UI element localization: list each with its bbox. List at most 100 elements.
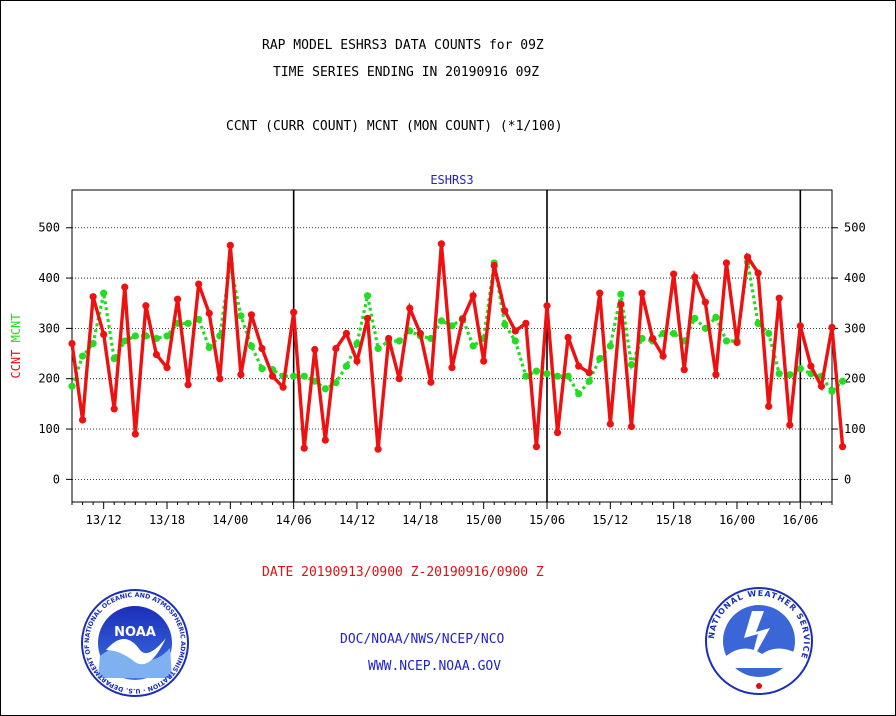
x-tick-label: 14/06 [276, 513, 312, 527]
ccnt-point [817, 382, 826, 390]
ccnt-point [100, 330, 108, 339]
mcnt-point [543, 370, 551, 378]
ccnt-point [395, 375, 403, 383]
mcnt-point [838, 377, 847, 385]
y-tick-label-right: 100 [844, 422, 866, 436]
ccnt-point [226, 241, 234, 249]
mcnt-point [553, 372, 562, 380]
y-tick-label-left: 300 [38, 321, 60, 335]
ccnt-point [279, 383, 287, 391]
ccnt-point [237, 371, 245, 379]
ccnt-point [786, 421, 794, 429]
ccnt-point [290, 308, 298, 316]
ccnt-point [627, 422, 636, 431]
ccnt-point [838, 443, 847, 451]
ccnt-point [78, 416, 87, 424]
ccnt-point [733, 338, 741, 347]
ccnt-point [564, 333, 572, 342]
ccnt-point [691, 273, 699, 281]
ccnt-point [765, 402, 773, 410]
x-tick-label: 13/12 [86, 513, 122, 527]
x-tick-label: 15/12 [592, 513, 628, 527]
mcnt-point [575, 390, 583, 398]
ccnt-point [216, 375, 224, 383]
ccnt-point [385, 334, 393, 343]
date-range: DATE 20190913/0900 Z-20190916/0900 Z [262, 565, 544, 580]
ccnt-point [458, 315, 467, 323]
ccnt-point [332, 344, 340, 353]
ccnt-point [585, 369, 593, 377]
mcnt-point [765, 329, 773, 338]
ccnt-point [670, 270, 678, 278]
ccnt-point [522, 319, 530, 327]
mcnt-point [247, 342, 256, 350]
y-tick-label-right: 200 [844, 372, 866, 386]
mcnt-point [342, 362, 351, 370]
ccnt-point [448, 364, 456, 372]
ccnt-point [638, 289, 646, 297]
mcnt-point [300, 372, 308, 380]
ccnt-point [152, 350, 161, 359]
header-subtitle: TIME SERIES ENDING IN 20190916 09Z [273, 65, 540, 80]
ccnt-point [427, 378, 435, 386]
mcnt-point [775, 370, 783, 378]
mcnt-point [363, 292, 372, 300]
mcnt-point [532, 367, 541, 375]
ccnt-point [416, 329, 424, 338]
ccnt-point [121, 283, 129, 291]
x-tick-label: 15/18 [656, 513, 692, 527]
ccnt-point [311, 345, 319, 354]
y-axis-label: CCNT MCNT [9, 313, 23, 378]
ccnt-point [659, 352, 667, 360]
mcnt-point [395, 337, 403, 345]
ccnt-point [342, 329, 351, 338]
mcnt-point [691, 314, 699, 322]
mcnt-point [68, 382, 76, 390]
mcnt-point [701, 324, 709, 332]
ccnt-point [184, 381, 192, 389]
x-tick-label: 14/18 [402, 513, 438, 527]
ccnt-point [743, 253, 752, 261]
mcnt-point [110, 354, 118, 363]
mcnt-point [205, 343, 213, 352]
svg-text:NOAA: NOAA [114, 625, 156, 640]
mcnt-point [353, 339, 361, 348]
ccnt-point [437, 240, 446, 248]
ccnt-point [553, 428, 562, 437]
ccnt-point [258, 344, 266, 353]
mcnt-point [670, 329, 678, 338]
ccnt-point [131, 430, 139, 438]
mcnt-point [290, 372, 298, 380]
mcnt-point [163, 332, 171, 340]
mcnt-point [237, 312, 245, 320]
y-tick-label-left: 200 [38, 372, 60, 386]
mcnt-point [374, 344, 382, 353]
ccnt-point [68, 339, 76, 348]
mcnt-point [585, 377, 593, 385]
y-tick-label-right: 300 [844, 321, 866, 335]
org-text: DOC/NOAA/NWS/NCEP/NCO [340, 632, 505, 647]
ccnt-point [173, 295, 182, 303]
ccnt-point [596, 289, 604, 297]
mcnt-point [522, 372, 530, 380]
ccnt-point [796, 322, 804, 330]
noaa-logo-icon: NOAA NATIONAL OCEANIC AND ATMOSPHERIC AD… [80, 588, 189, 697]
y-axis-label-ccnt: CCNT [9, 342, 23, 378]
ccnt-point [469, 292, 477, 300]
ccnt-point [195, 280, 203, 288]
mcnt-point [606, 342, 614, 350]
mcnt-point [596, 354, 604, 363]
ccnt-point [722, 259, 731, 267]
ccnt-point [617, 300, 625, 308]
ccnt-point [163, 364, 171, 372]
mcnt-point [131, 332, 139, 340]
ccnt-point [110, 405, 118, 413]
ccnt-point [606, 420, 614, 428]
mcnt-point [796, 365, 804, 373]
ccnt-point [511, 327, 519, 335]
nws-logo-icon: NATIONAL WEATHER SERVICE [705, 587, 813, 695]
mcnt-point [258, 365, 266, 373]
y-tick-label-right: 400 [844, 271, 866, 285]
chart-title: ESHRS3 [430, 173, 473, 187]
